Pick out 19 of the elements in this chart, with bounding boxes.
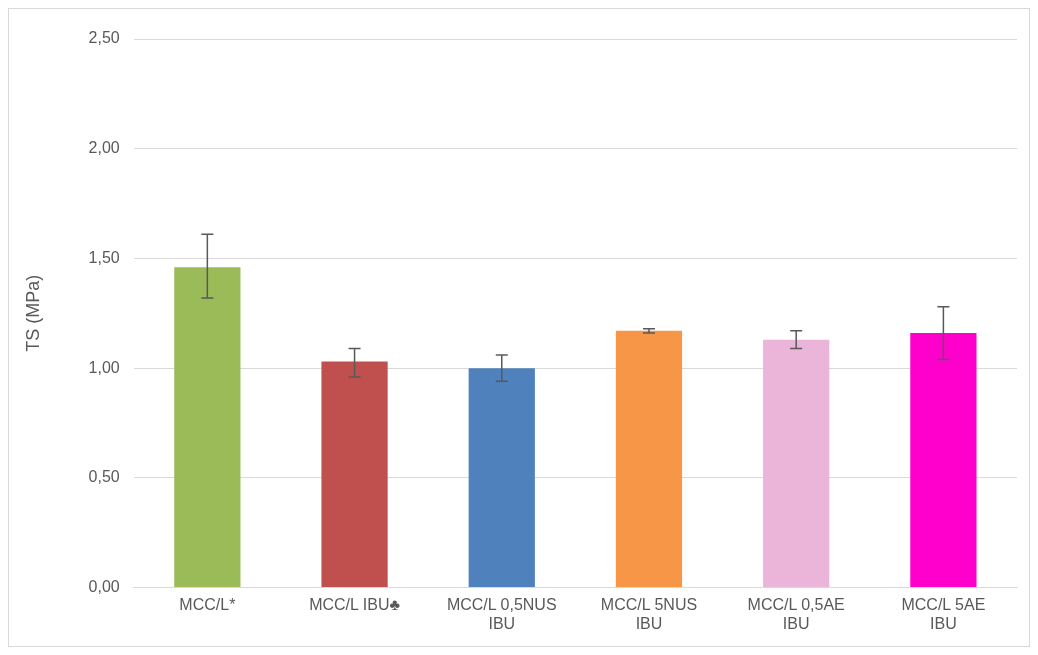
x-tick-label: MCC/L 0,5AE IBU <box>747 595 845 632</box>
x-tick-label: MCC/L 5NUS IBU <box>600 595 698 632</box>
y-tick-label: 2,50 <box>88 29 120 47</box>
bar <box>468 368 535 588</box>
x-tick-label: MCC/L 0,5NUS IBU <box>446 595 557 632</box>
bar <box>174 267 241 588</box>
y-tick-label: 2,00 <box>88 139 120 157</box>
y-axis-title: TS (MPa) <box>22 274 43 352</box>
bar <box>321 361 388 588</box>
y-tick-label: 1,00 <box>88 358 120 376</box>
bar <box>615 330 683 588</box>
y-tick-label: 0,00 <box>88 578 120 596</box>
bar <box>763 339 830 588</box>
x-tick-label: MCC/L 5AE IBU <box>901 595 986 632</box>
bar <box>910 333 977 588</box>
y-tick-label: 0,50 <box>88 468 120 486</box>
x-tick-label: MCC/L IBU♣ <box>309 595 401 613</box>
y-tick-label: 1,50 <box>88 248 120 266</box>
x-tick-label: MCC/L* <box>179 595 236 613</box>
